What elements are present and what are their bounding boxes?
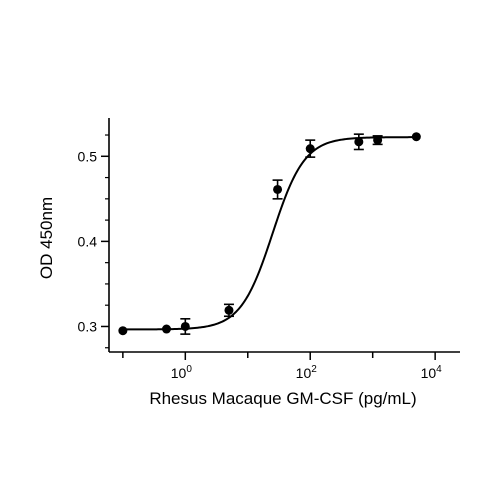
data-point	[305, 144, 315, 154]
axes	[108, 118, 460, 353]
data-point	[180, 321, 190, 331]
data-point	[224, 305, 234, 315]
data-point	[162, 324, 172, 334]
fit-curve	[122, 136, 417, 331]
y-axis-ticks: 0.3 0.4 0.5	[78, 134, 109, 349]
x-tick-exponent: 4	[436, 364, 442, 375]
x-axis-ticks: 100 102 104	[122, 352, 443, 381]
data-points	[118, 132, 421, 336]
x-tick-label: 100	[171, 364, 193, 381]
x-tick-exponent: 2	[311, 364, 317, 375]
y-tick-label: 0.3	[78, 318, 98, 334]
data-point	[118, 326, 128, 336]
error-bars	[180, 133, 383, 335]
x-axis-title: Rhesus Macaque GM-CSF (pg/mL)	[149, 389, 416, 408]
y-tick-label: 0.4	[78, 233, 98, 249]
y-tick-label: 0.5	[78, 148, 98, 164]
x-tick-exponent: 0	[186, 364, 192, 375]
data-point	[273, 184, 283, 194]
x-tick-label: 104	[421, 364, 443, 381]
data-point	[354, 137, 364, 147]
data-point	[411, 132, 421, 142]
y-axis-title: OD 450nm	[37, 197, 56, 279]
data-point	[373, 135, 383, 145]
x-tick-label: 102	[296, 364, 318, 381]
